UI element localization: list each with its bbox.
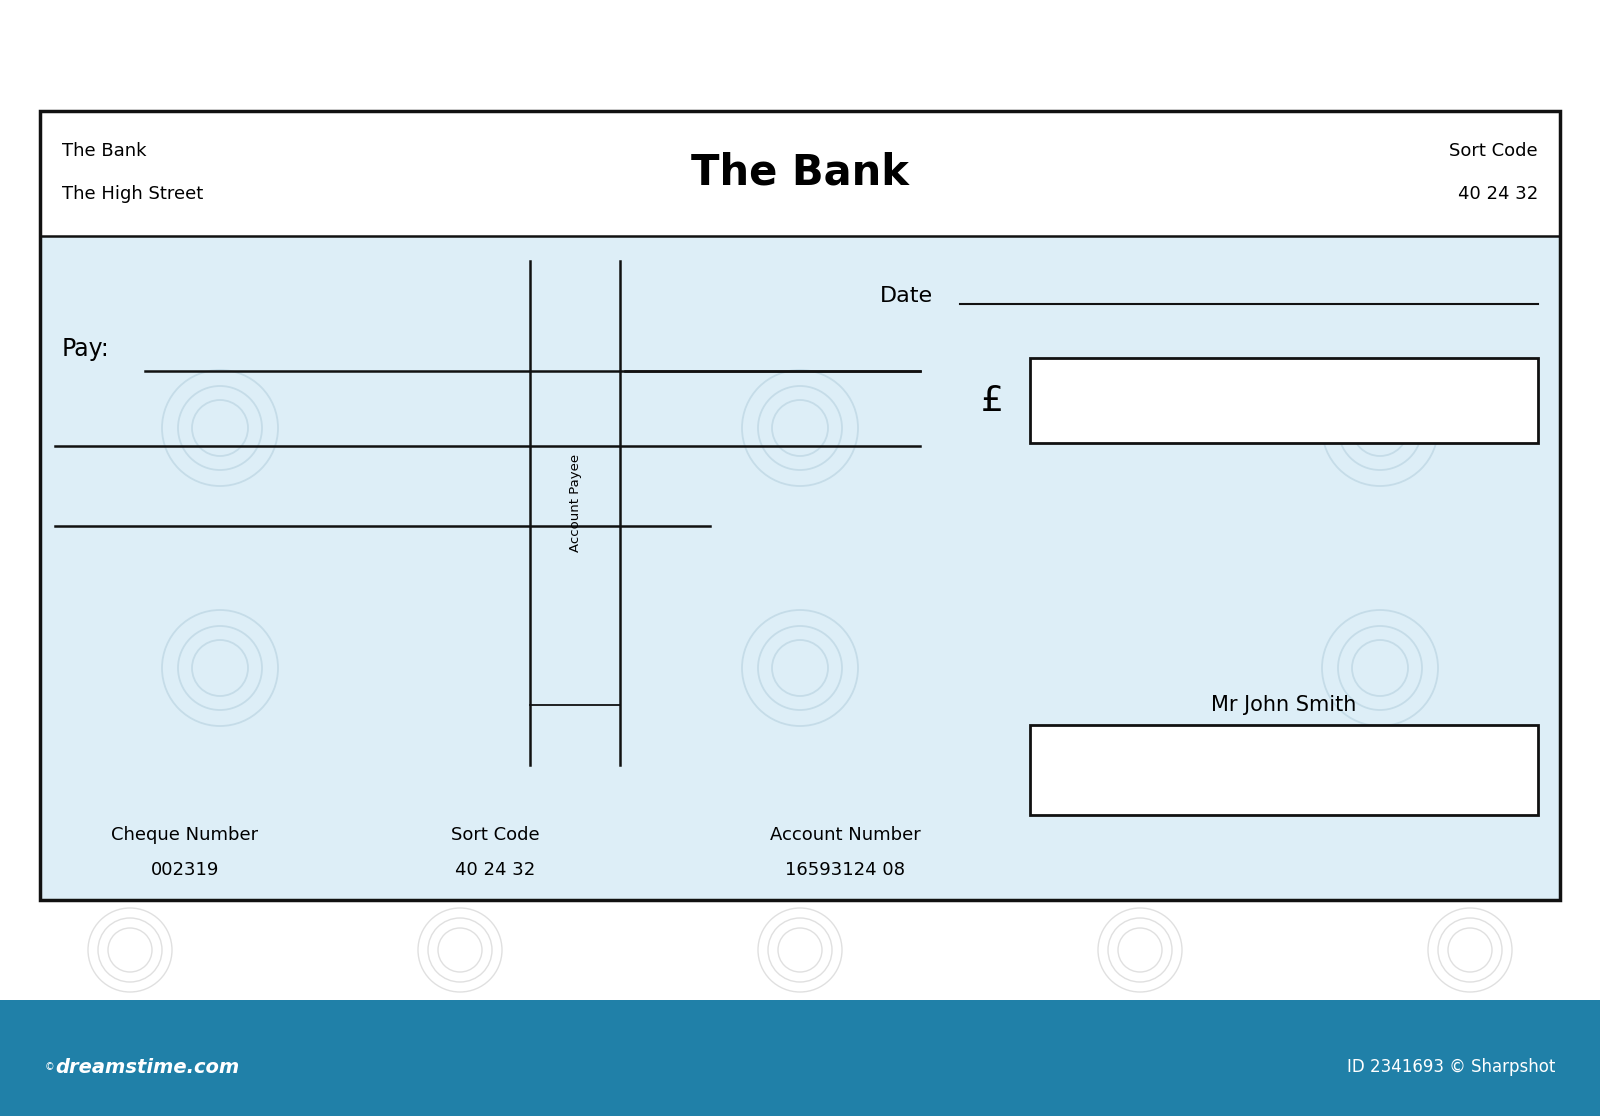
Text: Sort Code: Sort Code bbox=[451, 826, 539, 844]
Text: ID 2341693 © Sharpshot: ID 2341693 © Sharpshot bbox=[1347, 1058, 1555, 1076]
Text: ©: © bbox=[45, 1062, 54, 1072]
Text: Sort Code: Sort Code bbox=[1450, 142, 1538, 160]
Bar bbox=[40, 110, 1560, 899]
Text: Account Number: Account Number bbox=[770, 826, 920, 844]
Text: Cheque Number: Cheque Number bbox=[112, 826, 259, 844]
Text: dreamstime.com: dreamstime.com bbox=[54, 1058, 240, 1077]
Text: 40 24 32: 40 24 32 bbox=[454, 862, 534, 879]
Text: The Bank: The Bank bbox=[62, 142, 147, 160]
Bar bbox=[0, 1000, 1600, 1116]
Text: Date: Date bbox=[880, 286, 933, 306]
Text: Mr John Smith: Mr John Smith bbox=[1211, 695, 1357, 715]
Text: £: £ bbox=[981, 384, 1003, 418]
Text: The High Street: The High Street bbox=[62, 185, 203, 203]
Text: Pay:: Pay: bbox=[62, 337, 110, 360]
Bar bbox=[1030, 358, 1538, 443]
Text: 002319: 002319 bbox=[150, 862, 219, 879]
Text: 40 24 32: 40 24 32 bbox=[1458, 185, 1538, 203]
Text: Account Payee: Account Payee bbox=[568, 454, 581, 552]
Bar bbox=[40, 235, 1560, 899]
Text: The Bank: The Bank bbox=[691, 152, 909, 194]
Bar bbox=[1030, 725, 1538, 815]
Text: 16593124 08: 16593124 08 bbox=[786, 862, 906, 879]
Bar bbox=[40, 110, 1560, 235]
